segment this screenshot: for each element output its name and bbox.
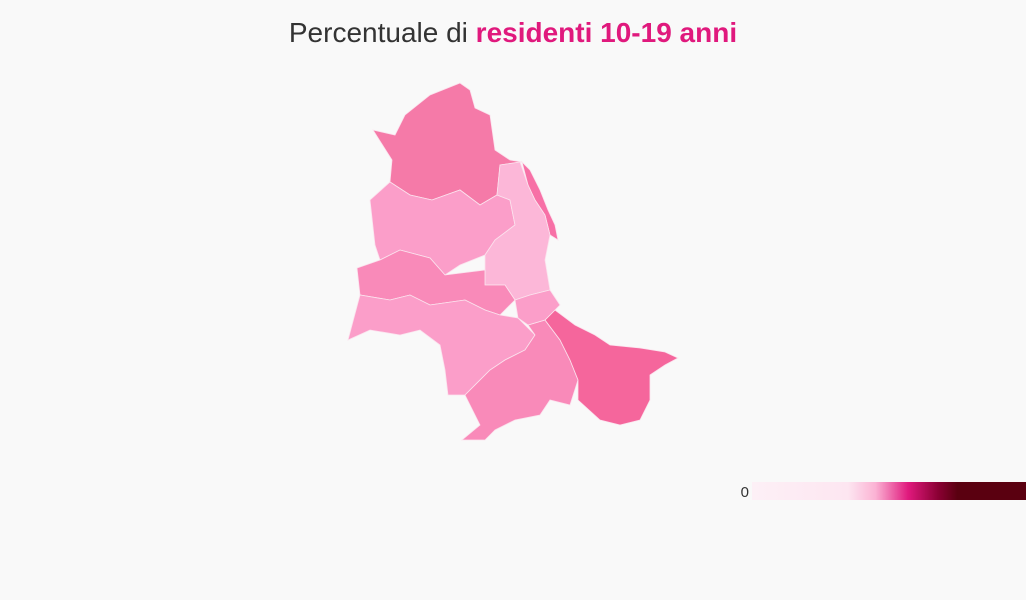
legend-ticks: 0 (741, 484, 749, 501)
legend-gradient (752, 482, 1026, 500)
title: Percentuale di residenti 10-19 anni (289, 17, 737, 48)
legend-tick-label: 0 (741, 484, 749, 501)
regions (347, 82, 679, 441)
region (514, 289, 561, 326)
region (460, 319, 579, 441)
title-prefix: Percentuale di (289, 17, 468, 48)
title-highlight: residenti 10-19 anni (476, 17, 737, 48)
region (544, 309, 679, 426)
